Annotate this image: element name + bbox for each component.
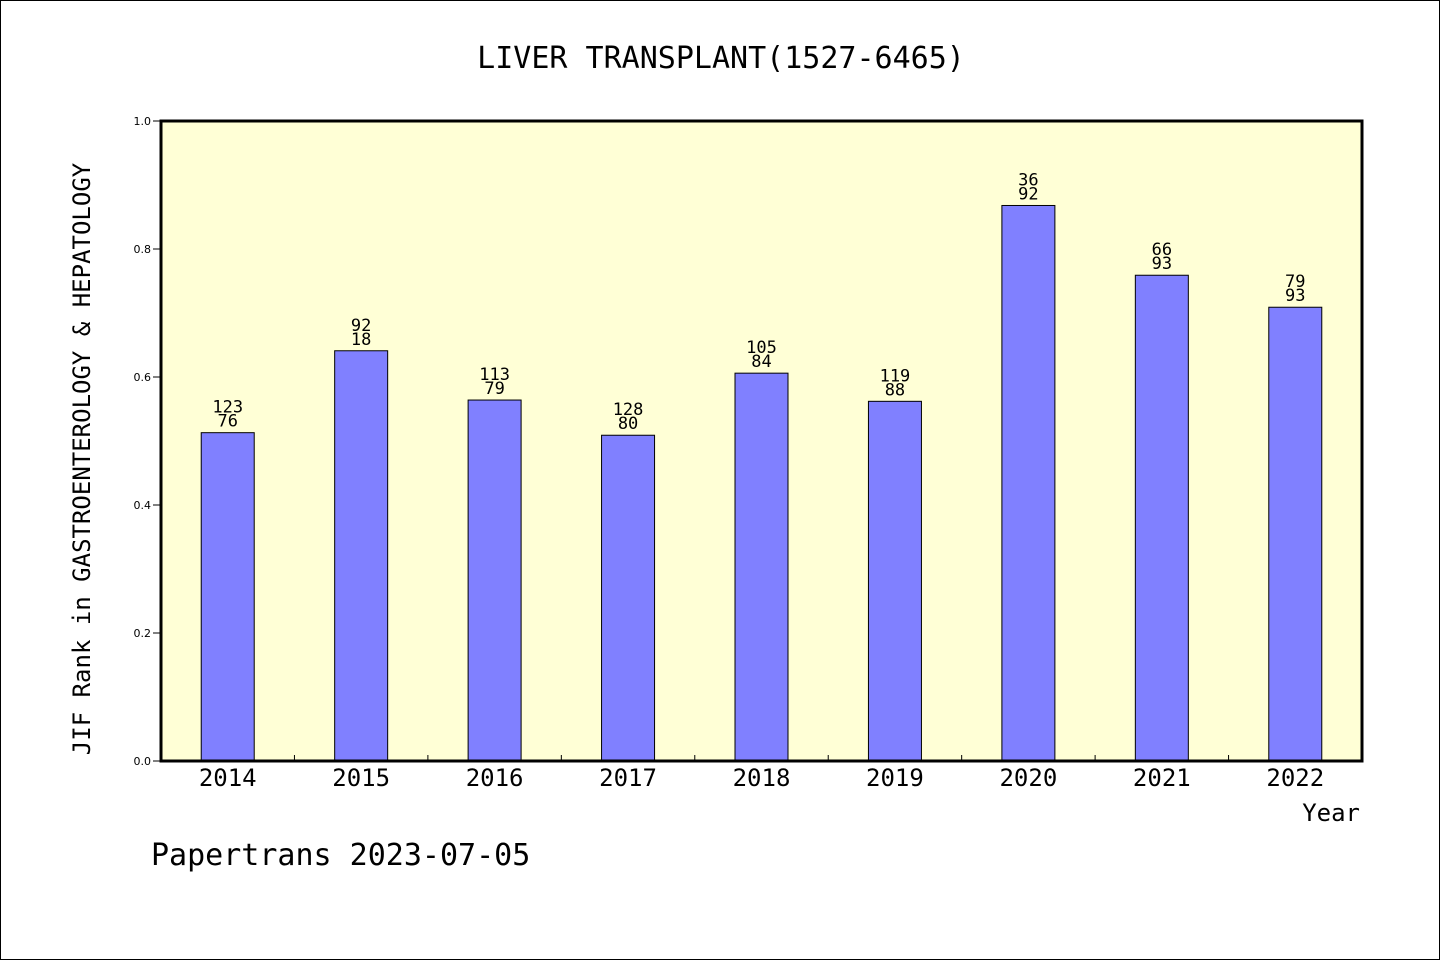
x-axis-label: Year — [1302, 799, 1360, 827]
bar-label-top-2016: 113 — [479, 365, 510, 385]
y-tick-label-1.0: 1.0 — [134, 115, 152, 128]
x-tick-label-2019: 2019 — [866, 764, 924, 792]
bar-2021 — [1134, 274, 1189, 762]
bar-label-bottom-2017: 80 — [618, 414, 638, 434]
bar-label-bottom-2015: 18 — [351, 330, 371, 350]
bar-2019 — [867, 400, 922, 762]
bar-label-top-2021: 66 — [1152, 240, 1172, 260]
x-tick-label-2017: 2017 — [599, 764, 657, 792]
y-tick-label-0.6: 0.6 — [134, 371, 152, 384]
bar-label-top-2014: 123 — [212, 398, 243, 418]
bar-label-bottom-2021: 93 — [1152, 254, 1172, 274]
x-tick-label-2021: 2021 — [1133, 764, 1191, 792]
y-tick-label-0.8: 0.8 — [134, 243, 152, 256]
bar-2022 — [1268, 306, 1323, 762]
bar-2018 — [734, 372, 789, 762]
bar-label-top-2019: 119 — [880, 366, 911, 386]
x-tick-label-2022: 2022 — [1266, 764, 1324, 792]
bar-2014 — [200, 432, 255, 762]
bars-group — [200, 204, 1323, 762]
bar-label-bottom-2022: 93 — [1285, 286, 1305, 306]
bar-2017 — [601, 434, 656, 762]
y-tick-label-0.4: 0.4 — [134, 499, 152, 512]
bar-label-top-2017: 128 — [613, 400, 644, 420]
bar-label-bottom-2019: 88 — [885, 380, 905, 400]
x-tick-label-2020: 2020 — [999, 764, 1057, 792]
bar-2015 — [334, 350, 389, 762]
footer-note: Papertrans 2023-07-05 — [151, 838, 530, 873]
bar-label-top-2015: 92 — [351, 316, 371, 336]
bar-label-bottom-2014: 76 — [217, 412, 237, 432]
x-tick-label-2018: 2018 — [733, 764, 791, 792]
bar-2020 — [1001, 204, 1056, 762]
bar-labels-group: 1237692181137912880105841198836926693799… — [212, 170, 1305, 434]
y-tick-label-0.0: 0.0 — [134, 755, 152, 768]
y-axis: 0.0 0.2 0.4 0.6 0.8 1.0 — [134, 115, 161, 768]
plot-border — [159, 119, 1364, 763]
bar-label-bottom-2016: 79 — [484, 379, 504, 399]
bar-label-top-2018: 105 — [746, 338, 777, 358]
bar-2016 — [467, 399, 522, 762]
bar-label-bottom-2020: 92 — [1018, 184, 1038, 204]
x-tick-label-2016: 2016 — [466, 764, 524, 792]
chart-title: LIVER TRANSPLANT(1527-6465) — [477, 41, 965, 76]
bar-label-top-2020: 36 — [1018, 170, 1038, 190]
bar-label-top-2022: 79 — [1285, 272, 1305, 292]
x-tick-label-2015: 2015 — [332, 764, 390, 792]
x-axis: 2014 2015 2016 2017 2018 2019 2020 2021 2022 — [199, 755, 1324, 792]
y-tick-label-0.2: 0.2 — [134, 627, 152, 640]
y-axis-label: JIF Rank in GASTROENTEROLOGY & HEPATOLOG… — [68, 162, 96, 755]
bar-label-bottom-2018: 84 — [751, 352, 771, 372]
x-tick-label-2014: 2014 — [199, 764, 257, 792]
